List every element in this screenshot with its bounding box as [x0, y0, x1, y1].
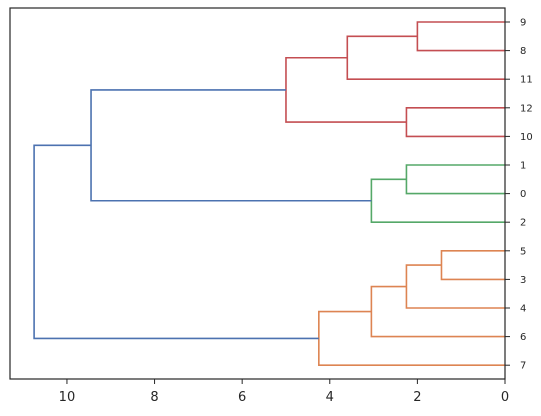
leaf-label: 2: [520, 218, 526, 229]
link-c1: [416, 21, 505, 52]
link-c6: [370, 178, 505, 223]
link-c4: [285, 56, 407, 123]
link-c5: [405, 164, 505, 195]
link-c7: [90, 89, 372, 202]
leaf-label: 0: [520, 189, 526, 200]
leaf-label: 11: [520, 75, 533, 86]
x-tick-label: 10: [59, 390, 76, 405]
x-axis: 10 8 6 4 2 0: [59, 379, 509, 405]
leaf-label: 1: [520, 161, 526, 172]
leaf-label: 6: [520, 332, 526, 343]
leaf-label: 12: [520, 103, 533, 114]
dendrogram-links: [33, 21, 505, 366]
x-tick-label: 2: [413, 390, 421, 405]
leaf-label: 4: [520, 304, 526, 315]
link-c12: [33, 144, 319, 340]
link-c3: [405, 107, 505, 138]
x-tick-label: 8: [150, 390, 158, 405]
link-c8: [440, 250, 505, 281]
link-c9: [405, 264, 505, 309]
leaf-label: 9: [520, 18, 526, 29]
link-c2: [346, 35, 505, 80]
leaf-label: 8: [520, 46, 526, 57]
leaf-label: 5: [520, 246, 526, 257]
leaf-label: 10: [520, 132, 533, 143]
link-c11: [318, 310, 505, 366]
x-tick-label: 6: [238, 390, 246, 405]
x-tick-label: 0: [501, 390, 509, 405]
leaf-label: 3: [520, 275, 526, 286]
link-c10: [370, 285, 505, 338]
x-tick-label: 4: [326, 390, 334, 405]
leaf-label: 7: [520, 361, 526, 372]
